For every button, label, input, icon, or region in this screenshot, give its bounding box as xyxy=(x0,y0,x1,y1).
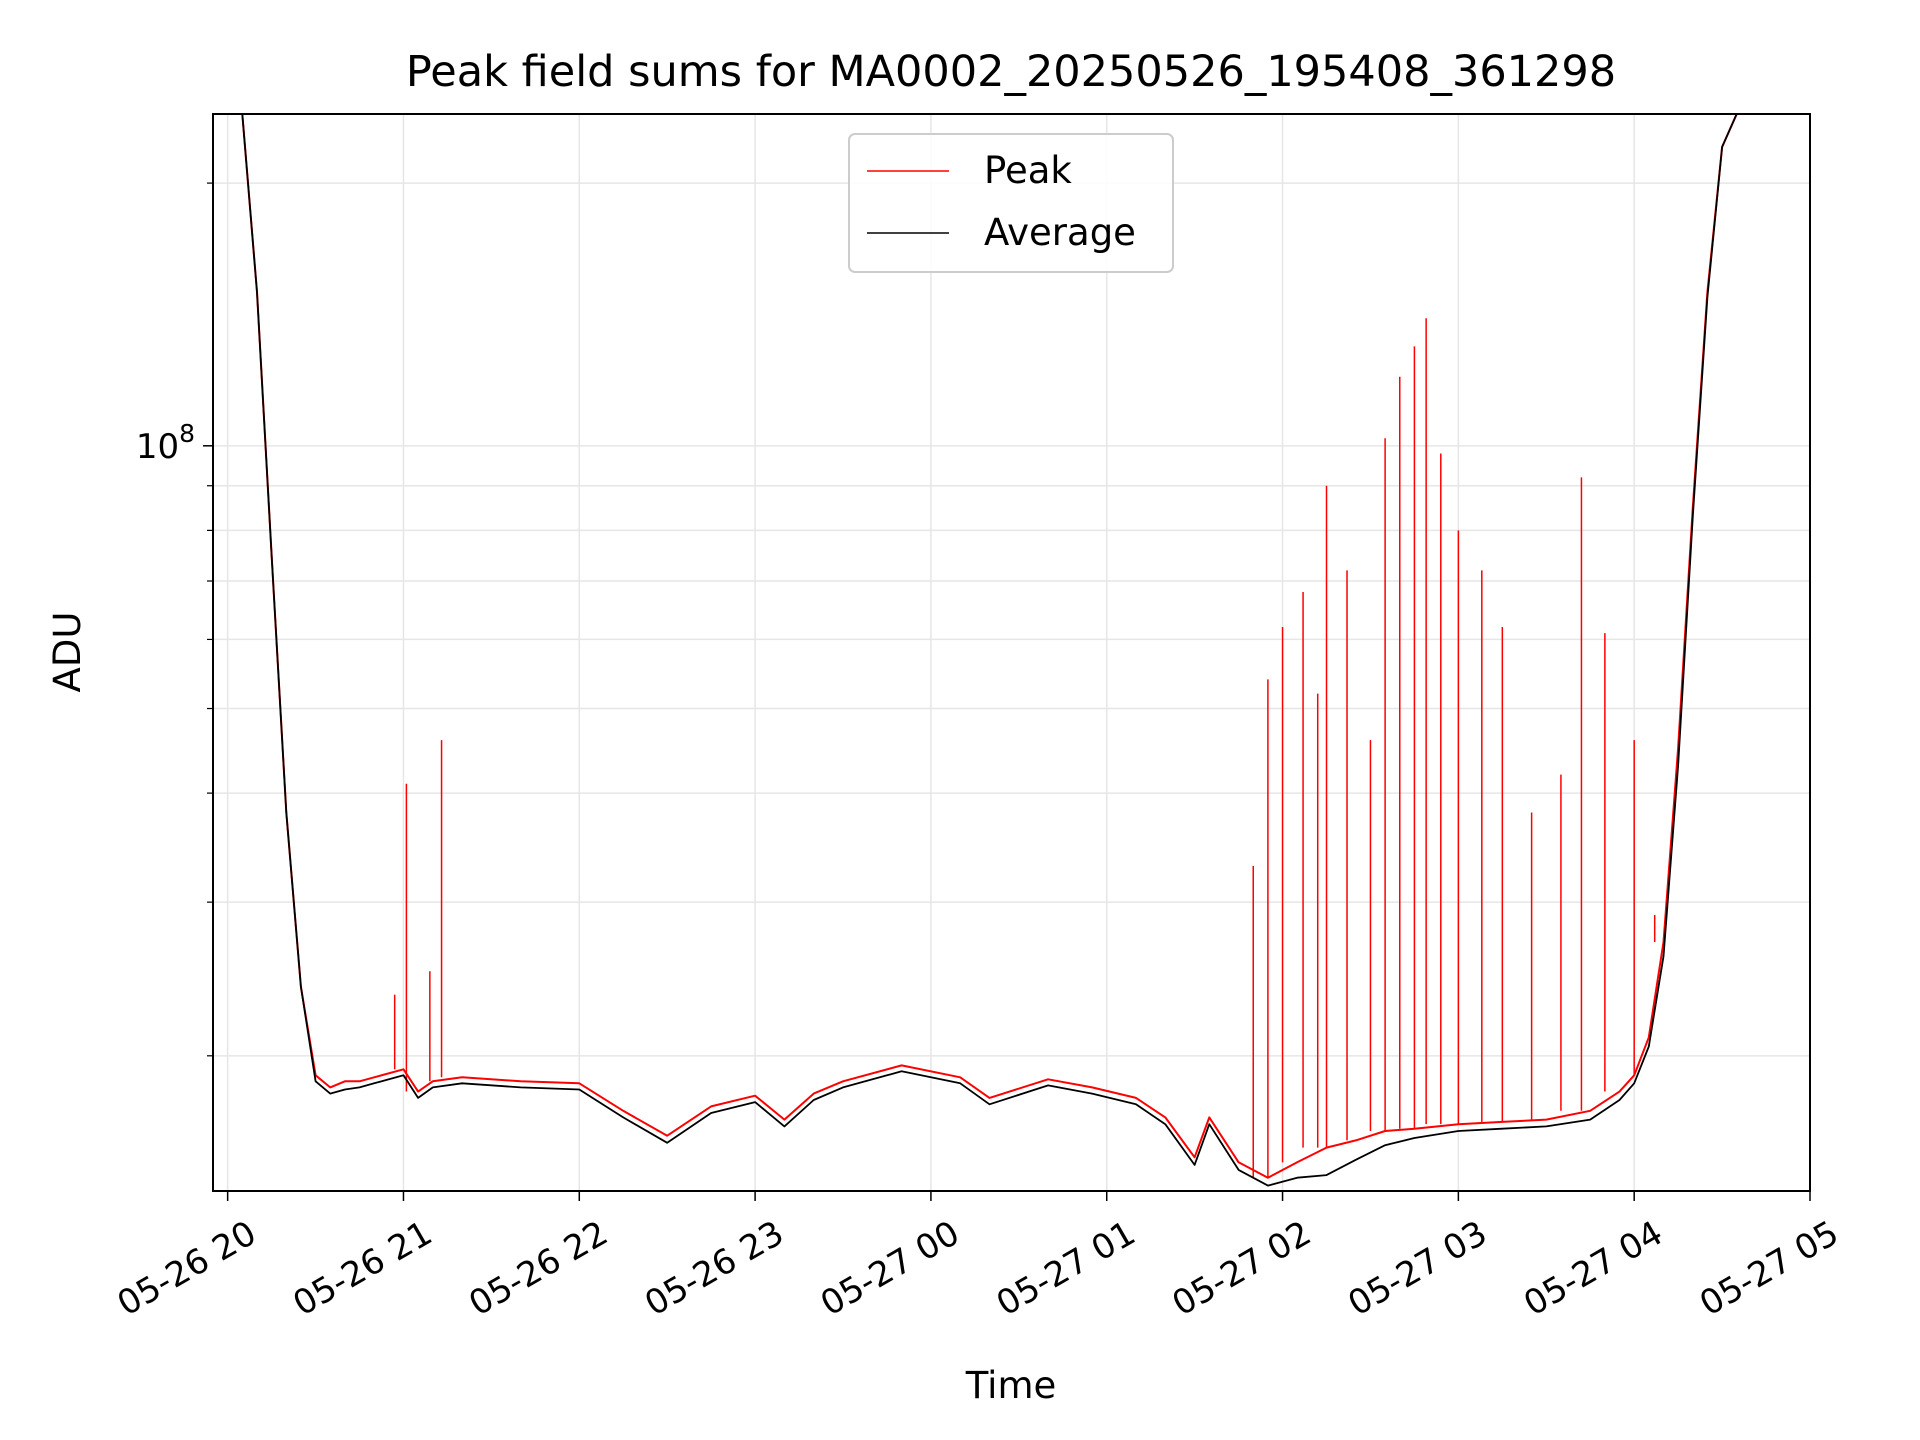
legend: Peak Average xyxy=(848,133,1174,273)
legend-peak-label: Peak xyxy=(984,149,1072,192)
grid-lines xyxy=(213,114,1810,1191)
series-layer xyxy=(213,114,1810,1187)
legend-average-label: Average xyxy=(984,211,1136,254)
chart-title: Peak field sums for MA0002_20250526_1954… xyxy=(406,47,1616,97)
average-series-line xyxy=(213,114,1810,1187)
x-axis-label: Time xyxy=(965,1364,1057,1407)
plot-frame xyxy=(212,113,1811,1192)
peak-series-line xyxy=(213,114,1810,1179)
legend-box xyxy=(848,133,1174,273)
y-tick-label: 108 xyxy=(136,419,195,467)
series-group xyxy=(213,114,1810,1187)
y-axis-label: ADU xyxy=(46,612,89,693)
